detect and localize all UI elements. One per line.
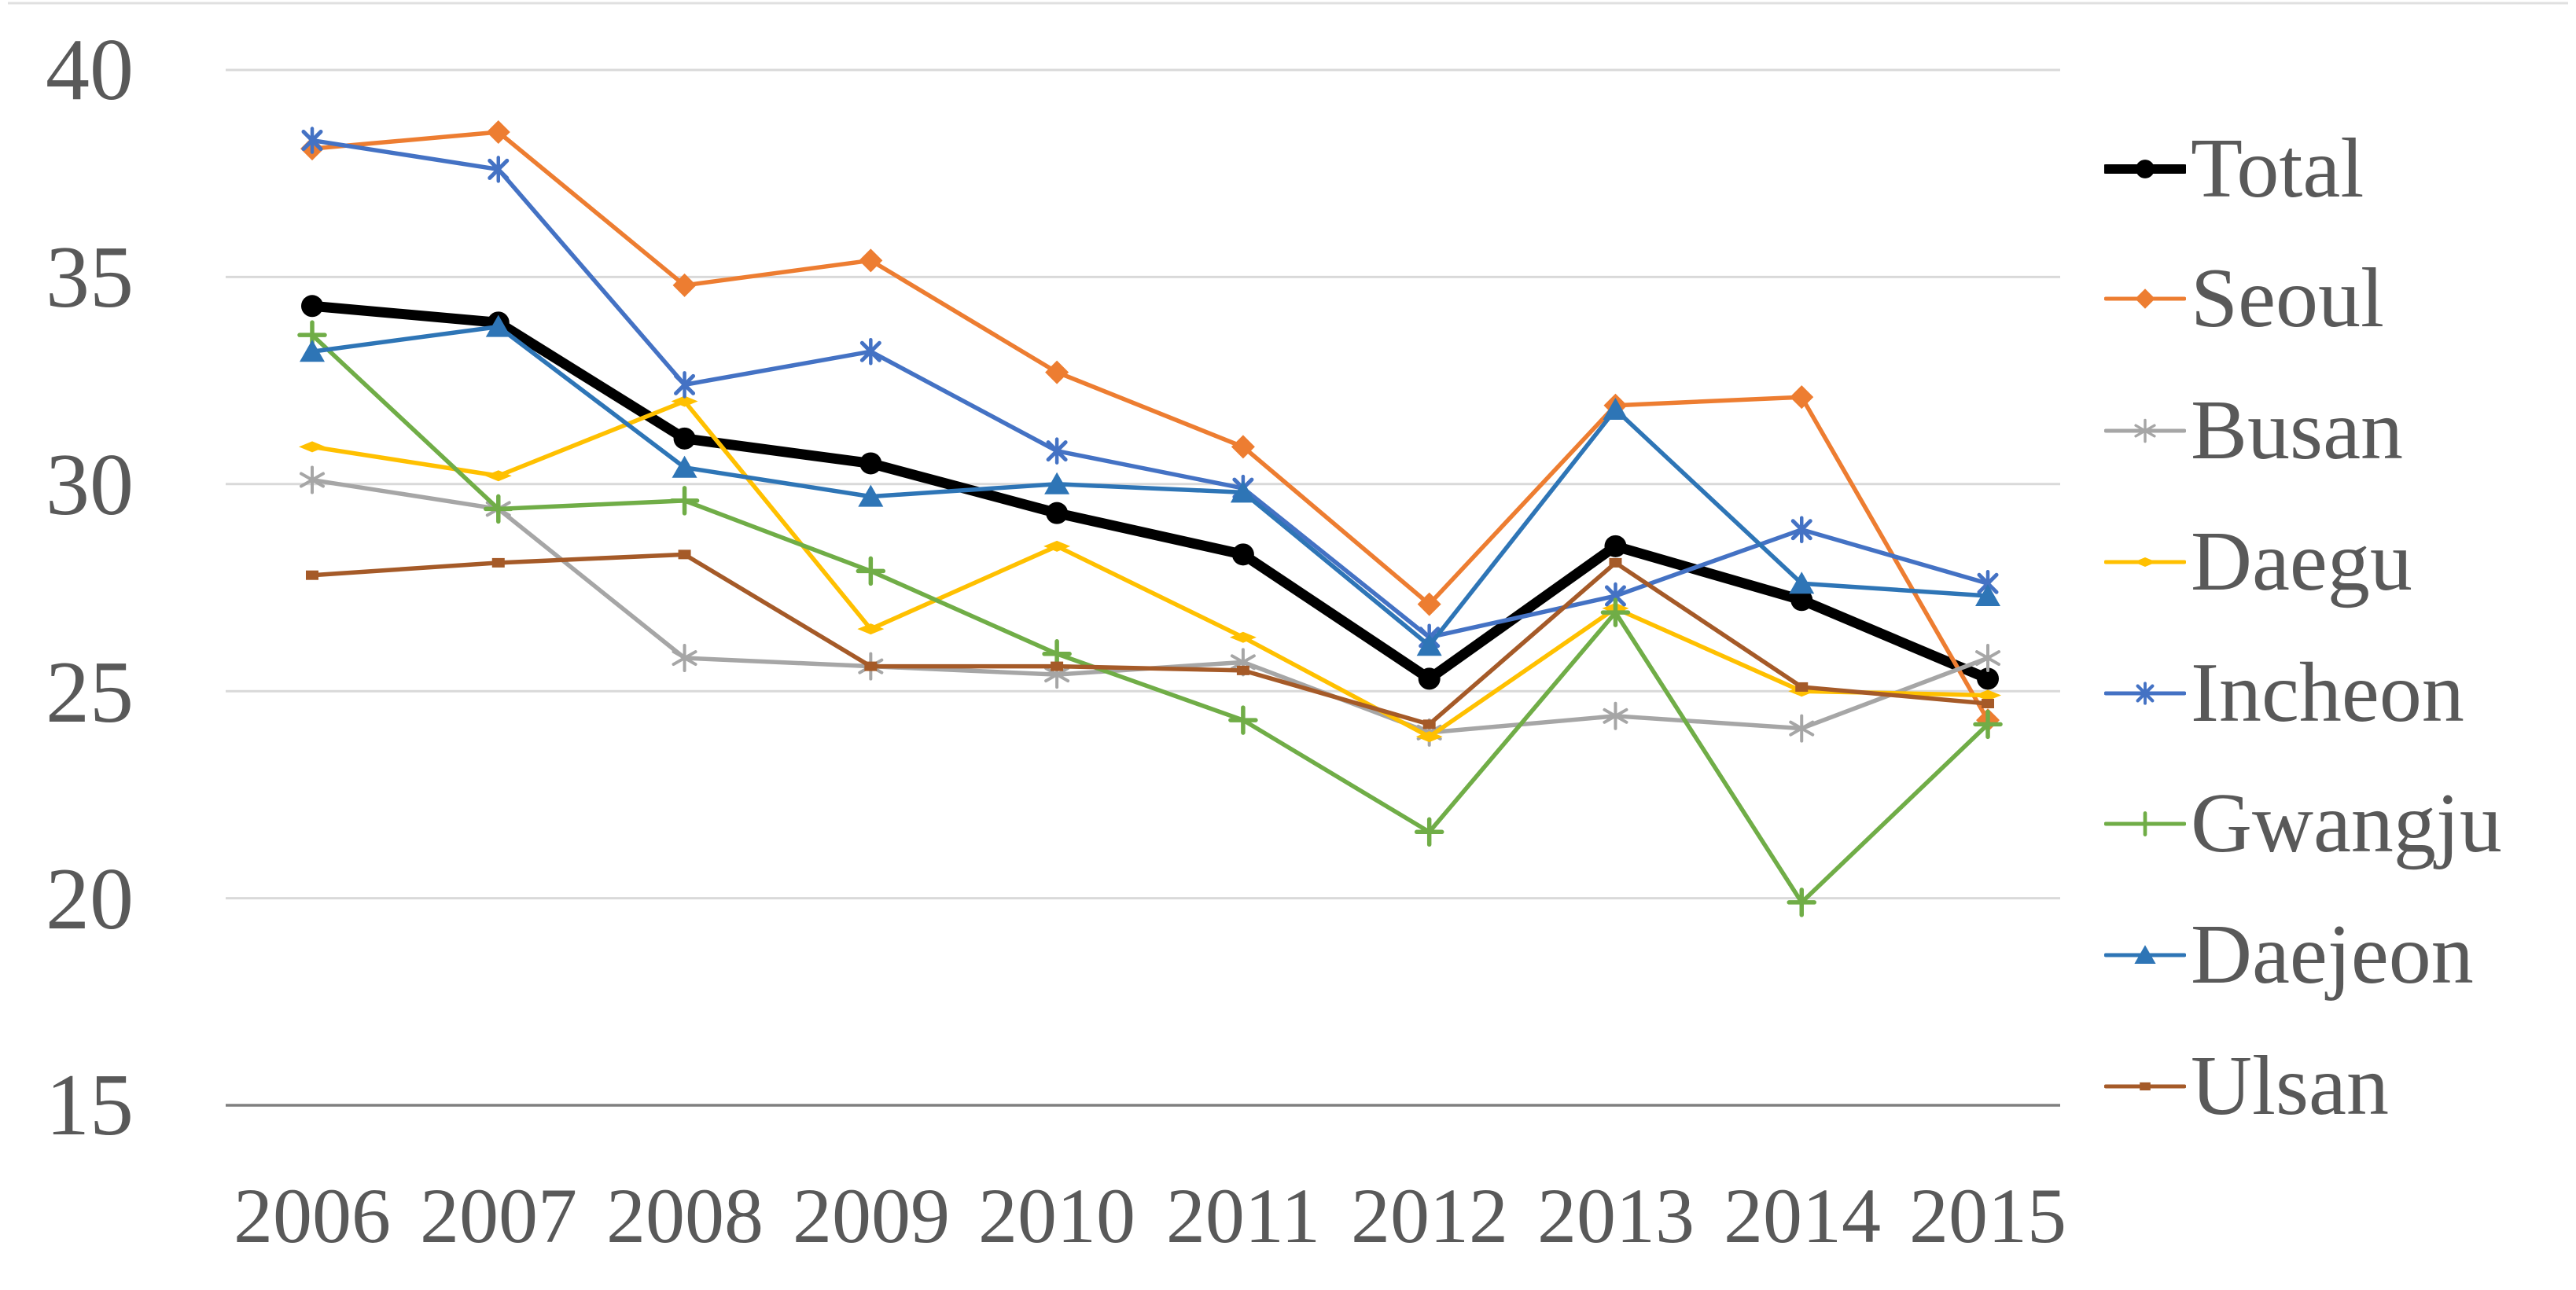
x-axis-tick-label: 2014 [1724, 1172, 1881, 1259]
incheon-line [310, 138, 1990, 640]
legend-label: Busan [2191, 384, 2403, 477]
x-axis-tick-label: 2011 [1165, 1172, 1321, 1259]
daegu-line-marker-icon [2104, 545, 2186, 579]
x-axis-tick-label: 2015 [1909, 1172, 2066, 1259]
gwangju-line [310, 333, 1990, 905]
series-incheon [301, 127, 1999, 651]
x-axis-tick-label: 2009 [793, 1172, 950, 1259]
legend-item-total: Total [2104, 122, 2364, 216]
busan-line [310, 477, 1990, 735]
x-axis-tick-label: 2006 [234, 1172, 391, 1259]
daegu-line [310, 399, 1990, 739]
y-axis-tick-label: 30 [46, 436, 134, 534]
series-gwangju [297, 320, 2003, 917]
series-total [301, 295, 2000, 690]
legend-label: Incheon [2191, 646, 2464, 740]
y-axis-tick-label: 20 [46, 851, 134, 948]
legend-item-daejeon: Daejeon [2104, 908, 2474, 1002]
total-line-marker-icon [2104, 152, 2186, 186]
seoul-line [310, 130, 1990, 722]
x-axis-tick-label: 2007 [420, 1172, 577, 1259]
daejeon-line [310, 324, 1990, 649]
legend-item-incheon: Incheon [2104, 646, 2464, 741]
y-axis-tick-label: 15 [46, 1057, 134, 1154]
series-busan [300, 465, 2001, 747]
series-ulsan [306, 549, 1995, 730]
y-axis-tick-label: 40 [46, 21, 134, 119]
y-axis-tick-label: 35 [46, 229, 134, 326]
legend-label: Daejeon [2191, 908, 2474, 1001]
legend-item-busan: Busan [2104, 384, 2403, 478]
legend-item-seoul: Seoul [2104, 252, 2384, 346]
x-axis-tick-label: 2010 [978, 1172, 1135, 1259]
legend-label: Gwangju [2191, 777, 2502, 870]
legend-label: Total [2191, 122, 2364, 215]
incheon-line-marker-icon [2104, 676, 2186, 711]
legend-label: Seoul [2191, 252, 2385, 345]
series-daejeon [300, 314, 2001, 656]
x-axis-tick-label: 2013 [1537, 1172, 1695, 1259]
daejeon-line-marker-icon [2104, 938, 2186, 972]
legend-label: Daegu [2191, 515, 2412, 608]
y-axis-tick-label: 25 [46, 644, 134, 741]
legend-item-ulsan: Ulsan [2104, 1039, 2389, 1134]
total-line [307, 300, 1993, 684]
legend-item-gwangju: Gwangju [2104, 777, 2502, 871]
ulsan-line-marker-icon [2104, 1069, 2186, 1104]
seoul-line-marker-icon [2104, 281, 2186, 316]
legend-label: Ulsan [2191, 1039, 2389, 1133]
x-axis-tick-label: 2012 [1351, 1172, 1508, 1259]
series-seoul [300, 120, 2000, 733]
gridlines [226, 68, 2060, 1107]
legend-item-daegu: Daegu [2104, 515, 2412, 609]
ulsan-line [310, 552, 1990, 727]
gwangju-line-marker-icon [2104, 807, 2186, 841]
x-axis-tick-label: 2008 [606, 1172, 764, 1259]
busan-line-marker-icon [2104, 413, 2186, 448]
